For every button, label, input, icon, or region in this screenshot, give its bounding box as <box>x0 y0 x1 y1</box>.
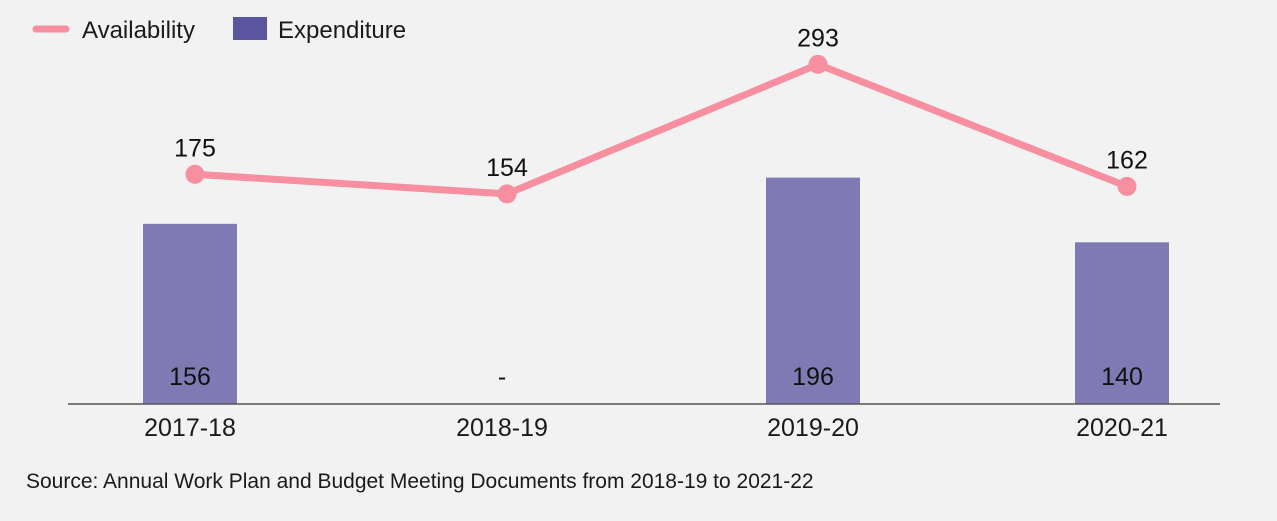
x-tick-2019-20: 2019-20 <box>767 414 859 442</box>
legend-label-expenditure: Expenditure <box>278 17 406 44</box>
availability-point-2019-20 <box>808 54 828 74</box>
x-tick-labels: 2017-18 2018-19 2019-20 2020-21 <box>144 414 1168 442</box>
bar-expenditure-2019-20 <box>766 177 860 404</box>
availability-point-2018-19 <box>497 184 517 204</box>
source-note: Source: Annual Work Plan and Budget Meet… <box>26 470 814 493</box>
legend-label-availability: Availability <box>82 17 195 44</box>
bar-value-label-2020-21: 140 <box>1101 363 1143 391</box>
availability-value-label-2017-18: 175 <box>174 134 216 162</box>
availability-value-label-2018-19: 154 <box>486 154 528 182</box>
x-tick-2017-18: 2017-18 <box>144 414 236 442</box>
x-tick-2018-19: 2018-19 <box>456 414 548 442</box>
availability-value-label-2020-21: 162 <box>1106 146 1148 174</box>
availability-point-2020-21 <box>1117 176 1137 196</box>
value-labels: 156 - 196 140 175 154 293 162 <box>169 24 1148 391</box>
availability-line-layer <box>185 54 1137 204</box>
availability-point-2017-18 <box>185 164 205 184</box>
legend: Availability Expenditure <box>32 17 406 44</box>
bar-value-label-2019-20: 196 <box>792 363 834 391</box>
availability-line <box>191 60 1131 198</box>
bar-value-label-2018-19: - <box>498 363 506 391</box>
bar-expenditure-2020-21 <box>1075 242 1169 404</box>
bars <box>143 177 1169 404</box>
availability-value-label-2019-20: 293 <box>797 24 839 52</box>
legend-swatch-expenditure <box>233 17 267 40</box>
bar-expenditure-2017-18 <box>143 223 237 404</box>
bar-value-label-2017-18: 156 <box>169 363 211 391</box>
x-tick-2020-21: 2020-21 <box>1076 414 1168 442</box>
